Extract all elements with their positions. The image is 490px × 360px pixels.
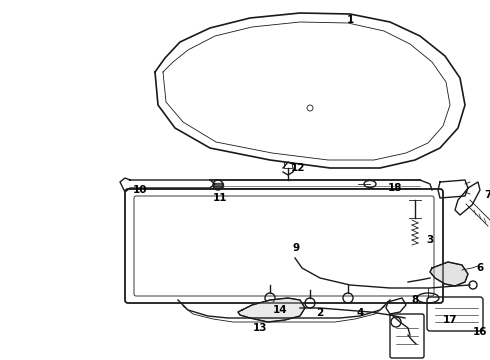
Text: 10: 10 bbox=[133, 185, 147, 195]
Text: 16: 16 bbox=[473, 327, 487, 337]
Text: 12: 12 bbox=[291, 163, 305, 173]
Text: 13: 13 bbox=[253, 323, 267, 333]
Text: 1: 1 bbox=[346, 15, 354, 25]
Text: 17: 17 bbox=[442, 315, 457, 325]
Text: 18: 18 bbox=[388, 183, 402, 193]
Text: 6: 6 bbox=[476, 263, 484, 273]
Text: 7: 7 bbox=[484, 190, 490, 200]
Text: 8: 8 bbox=[412, 295, 418, 305]
Polygon shape bbox=[213, 183, 223, 187]
Text: 3: 3 bbox=[426, 235, 434, 245]
Polygon shape bbox=[238, 298, 305, 322]
Text: 9: 9 bbox=[293, 243, 299, 253]
Text: 11: 11 bbox=[213, 193, 227, 203]
Text: 14: 14 bbox=[273, 305, 287, 315]
Text: 2: 2 bbox=[317, 308, 323, 318]
Polygon shape bbox=[430, 262, 468, 286]
Text: 4: 4 bbox=[356, 308, 364, 318]
